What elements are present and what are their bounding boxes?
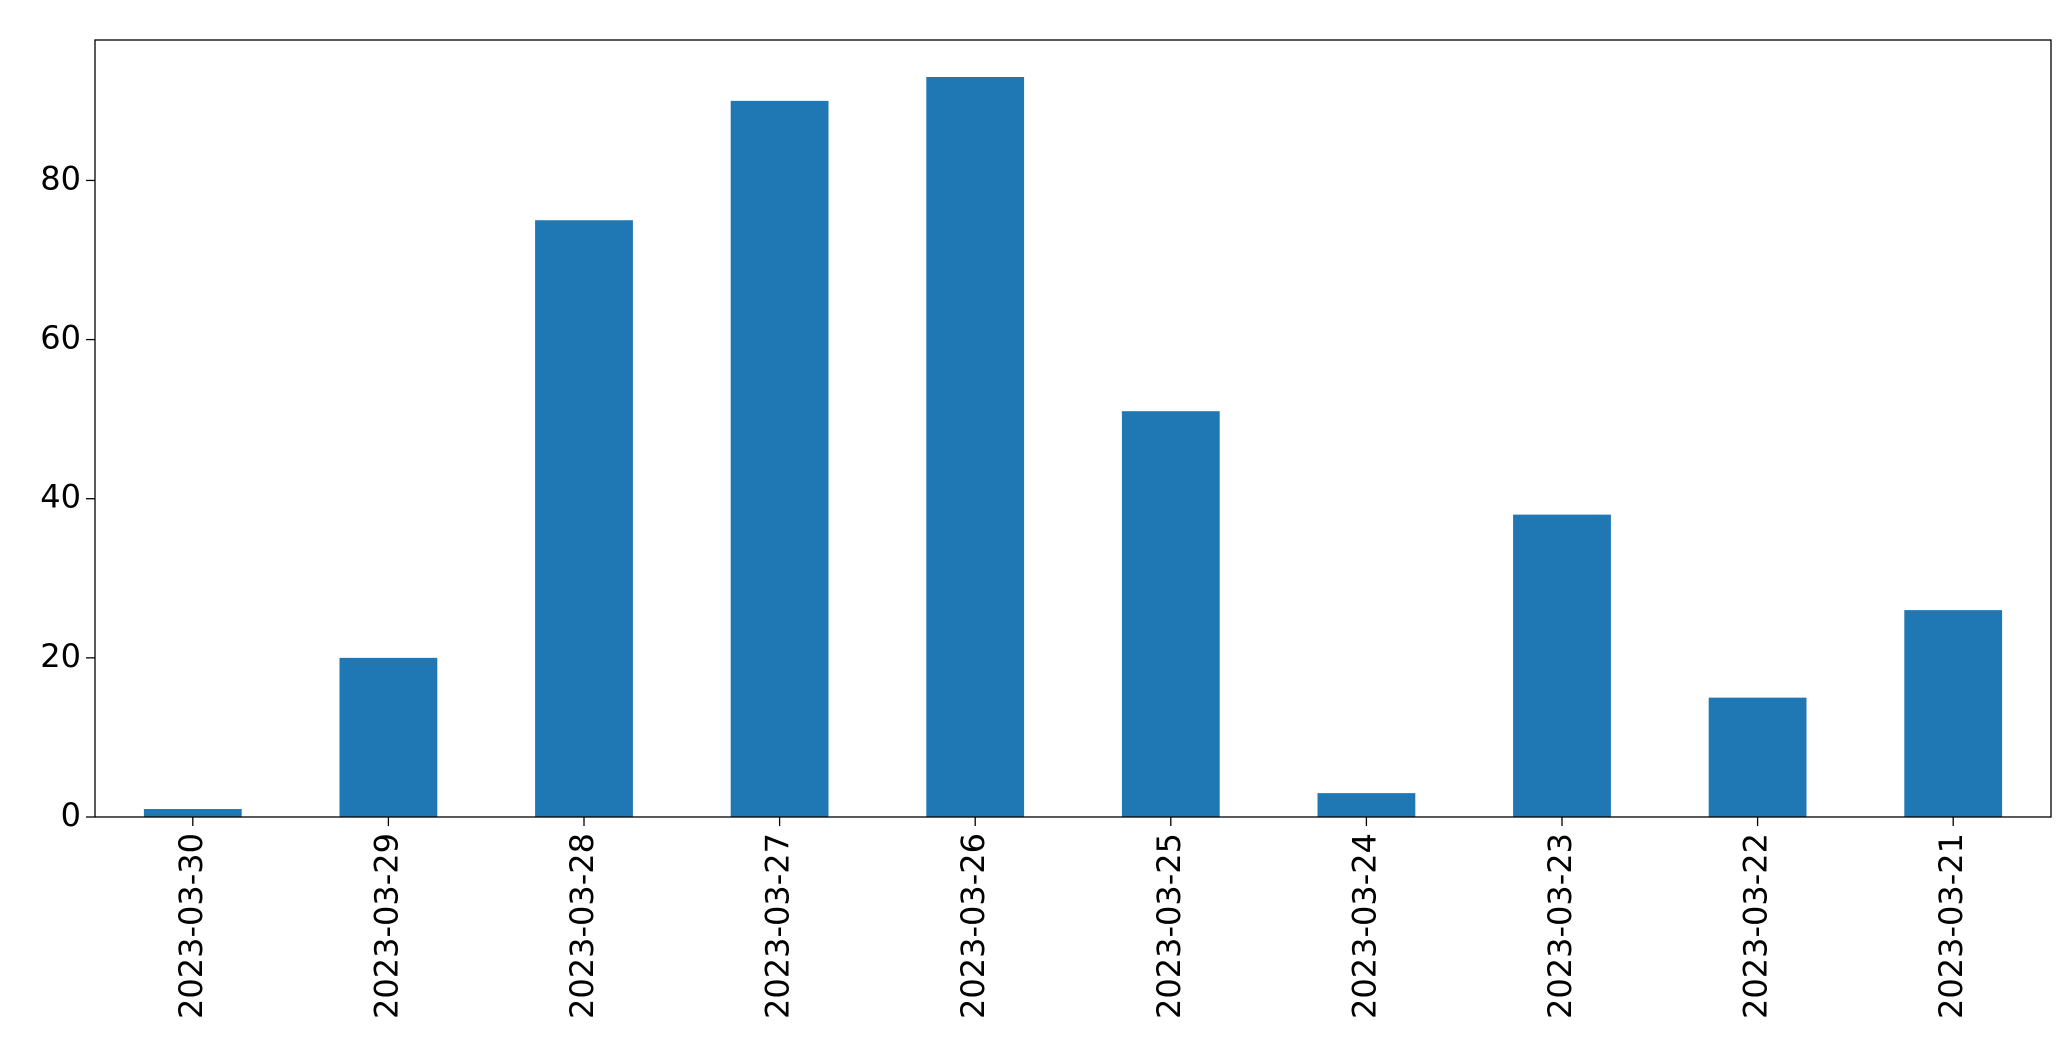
x-tick-label: 2023-03-21 xyxy=(1932,833,1970,1019)
x-tick-label: 2023-03-24 xyxy=(1345,833,1383,1019)
x-tick-label: 2023-03-28 xyxy=(563,833,601,1019)
x-tick-label: 2023-03-25 xyxy=(1150,833,1188,1019)
x-tick-label: 2023-03-27 xyxy=(759,833,797,1019)
x-tick-label: 2023-03-30 xyxy=(172,833,210,1019)
bar xyxy=(1904,610,2003,817)
bar xyxy=(730,100,829,817)
bar xyxy=(1708,697,1807,817)
x-tick-label: 2023-03-26 xyxy=(954,833,992,1019)
bar xyxy=(1513,514,1611,817)
y-tick-label: 0 xyxy=(61,796,81,834)
bar xyxy=(339,657,438,817)
y-tick-label: 20 xyxy=(40,637,81,675)
x-tick-label: 2023-03-29 xyxy=(367,833,405,1019)
plot-frame xyxy=(94,39,2052,818)
y-tick-label: 80 xyxy=(40,159,81,197)
bar xyxy=(1121,411,1220,817)
x-tick-label: 2023-03-23 xyxy=(1541,833,1579,1019)
y-tick-label: 60 xyxy=(40,319,81,357)
y-tick-label: 40 xyxy=(40,478,81,516)
bar xyxy=(143,809,242,817)
bar xyxy=(535,220,633,817)
x-tick-label: 2023-03-22 xyxy=(1737,833,1775,1019)
bar xyxy=(1317,793,1416,817)
bar xyxy=(926,77,1025,817)
